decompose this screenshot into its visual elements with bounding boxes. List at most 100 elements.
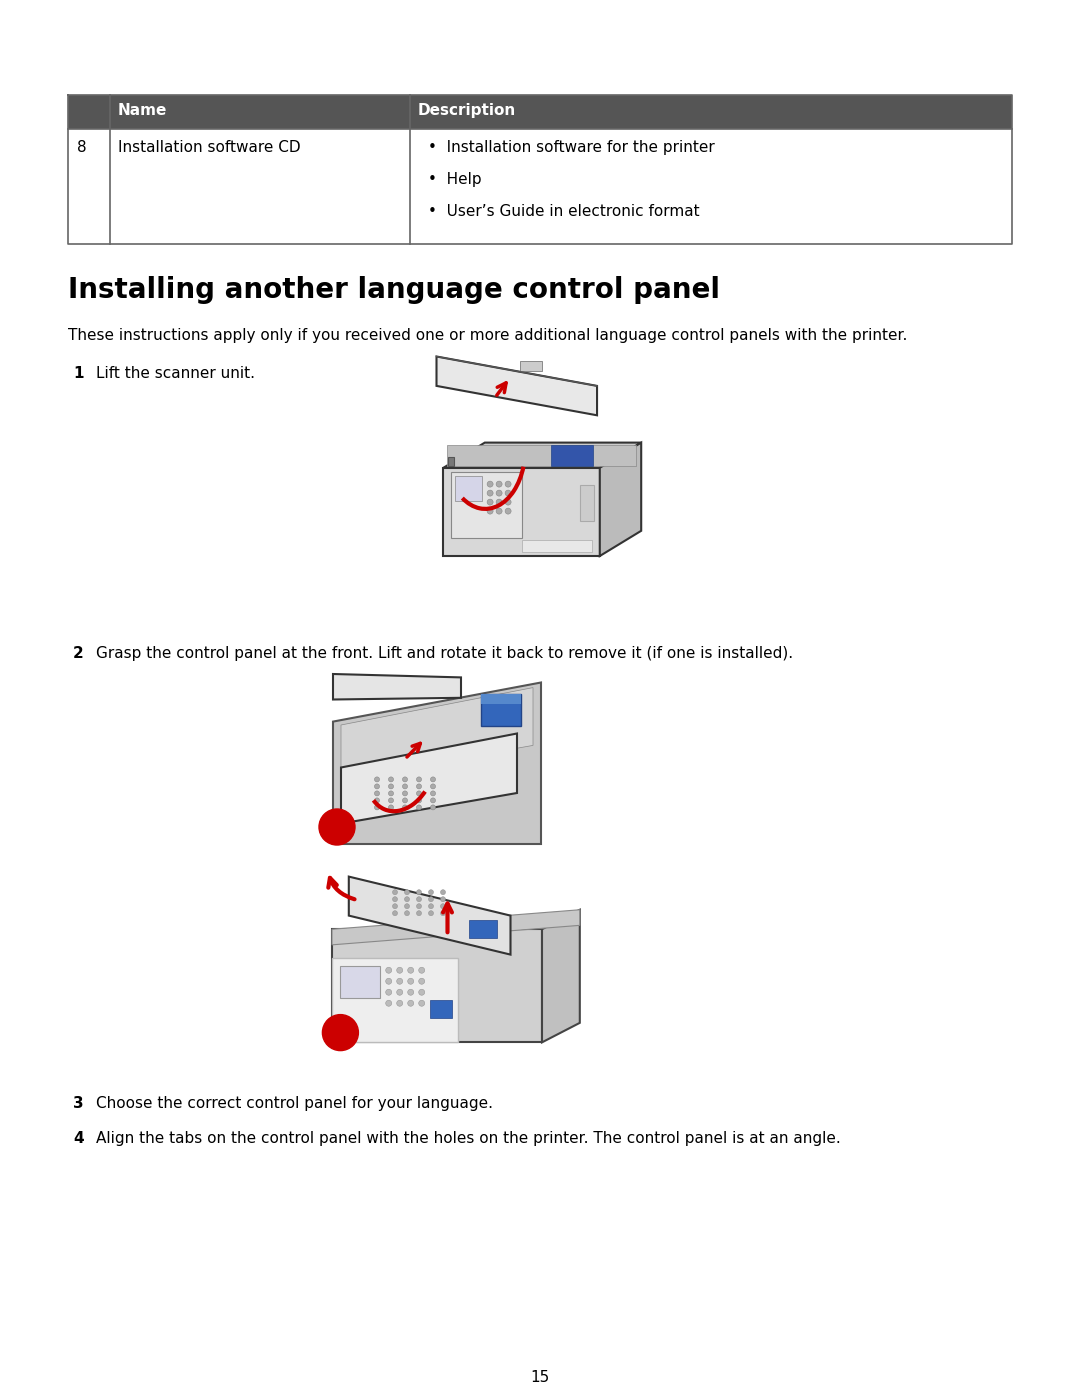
Circle shape — [487, 490, 494, 496]
Bar — [444, 468, 599, 556]
Bar — [551, 444, 593, 465]
Circle shape — [505, 481, 511, 488]
Circle shape — [431, 798, 435, 803]
Circle shape — [389, 798, 393, 803]
Circle shape — [392, 904, 397, 908]
Polygon shape — [332, 909, 580, 944]
Text: 1: 1 — [73, 366, 83, 381]
Polygon shape — [341, 687, 534, 780]
Text: Name: Name — [118, 103, 167, 117]
Circle shape — [429, 904, 433, 908]
Circle shape — [496, 499, 502, 506]
Circle shape — [505, 499, 511, 506]
Circle shape — [417, 777, 421, 782]
Bar — [451, 472, 522, 538]
Polygon shape — [349, 876, 511, 954]
Circle shape — [417, 911, 421, 915]
Circle shape — [396, 1000, 403, 1006]
Circle shape — [419, 967, 424, 974]
Circle shape — [496, 481, 502, 488]
Circle shape — [392, 911, 397, 915]
Circle shape — [487, 499, 494, 506]
Circle shape — [487, 481, 494, 488]
Circle shape — [417, 798, 421, 803]
Circle shape — [441, 897, 446, 901]
Circle shape — [417, 791, 421, 796]
Circle shape — [392, 890, 397, 894]
Circle shape — [419, 989, 424, 995]
Circle shape — [386, 978, 392, 985]
Text: Installing another language control panel: Installing another language control pane… — [68, 277, 720, 305]
Circle shape — [403, 791, 407, 796]
Circle shape — [405, 897, 409, 901]
Circle shape — [403, 805, 407, 810]
Circle shape — [441, 904, 446, 908]
Bar — [580, 485, 594, 521]
Circle shape — [431, 784, 435, 789]
Bar — [430, 1000, 453, 1018]
Bar — [340, 965, 380, 997]
Circle shape — [417, 904, 421, 908]
Circle shape — [389, 784, 393, 789]
Circle shape — [429, 897, 433, 901]
Circle shape — [389, 777, 393, 782]
Circle shape — [386, 989, 392, 995]
Circle shape — [389, 791, 393, 796]
Polygon shape — [542, 909, 580, 1042]
Circle shape — [408, 978, 414, 985]
Circle shape — [403, 777, 407, 782]
Bar — [521, 360, 542, 372]
Circle shape — [431, 791, 435, 796]
Circle shape — [405, 890, 409, 894]
Circle shape — [392, 897, 397, 901]
Text: These instructions apply only if you received one or more additional language co: These instructions apply only if you rec… — [68, 328, 907, 344]
Text: •  Installation software for the printer: • Installation software for the printer — [428, 140, 715, 155]
Circle shape — [419, 1000, 424, 1006]
Circle shape — [408, 967, 414, 974]
Circle shape — [429, 911, 433, 915]
Circle shape — [496, 509, 502, 514]
Circle shape — [431, 777, 435, 782]
Circle shape — [375, 798, 379, 803]
Circle shape — [375, 777, 379, 782]
Text: 8: 8 — [77, 140, 86, 155]
Bar — [332, 929, 542, 1042]
Circle shape — [405, 904, 409, 908]
Polygon shape — [599, 443, 642, 556]
Bar — [447, 444, 636, 465]
Bar — [481, 694, 521, 704]
Text: Grasp the control panel at the front. Lift and rotate it back to remove it (if o: Grasp the control panel at the front. Li… — [96, 645, 793, 661]
Text: 15: 15 — [530, 1370, 550, 1384]
Text: •  Help: • Help — [428, 172, 482, 187]
Circle shape — [505, 509, 511, 514]
Polygon shape — [436, 356, 597, 415]
Circle shape — [417, 890, 421, 894]
Text: Description: Description — [418, 103, 516, 117]
Text: 1: 1 — [332, 819, 342, 835]
Circle shape — [496, 490, 502, 496]
Text: Installation software CD: Installation software CD — [118, 140, 300, 155]
Circle shape — [396, 978, 403, 985]
Bar — [522, 541, 592, 552]
Text: Align the tabs on the control panel with the holes on the printer. The control p: Align the tabs on the control panel with… — [96, 1132, 840, 1146]
Circle shape — [386, 1000, 392, 1006]
Circle shape — [396, 989, 403, 995]
Text: 2: 2 — [335, 1024, 347, 1042]
Text: 4: 4 — [73, 1132, 83, 1146]
Circle shape — [431, 805, 435, 810]
Circle shape — [505, 490, 511, 496]
Bar — [68, 95, 1012, 129]
Bar — [68, 129, 1012, 244]
Circle shape — [403, 784, 407, 789]
Text: •  User’s Guide in electronic format: • User’s Guide in electronic format — [428, 204, 700, 219]
Circle shape — [441, 890, 446, 894]
Bar — [448, 457, 454, 465]
Circle shape — [408, 989, 414, 995]
Bar — [481, 694, 521, 726]
Polygon shape — [333, 673, 461, 700]
Text: 2: 2 — [73, 645, 84, 661]
Circle shape — [417, 805, 421, 810]
Polygon shape — [333, 683, 541, 844]
Circle shape — [487, 509, 494, 514]
Polygon shape — [444, 443, 642, 468]
